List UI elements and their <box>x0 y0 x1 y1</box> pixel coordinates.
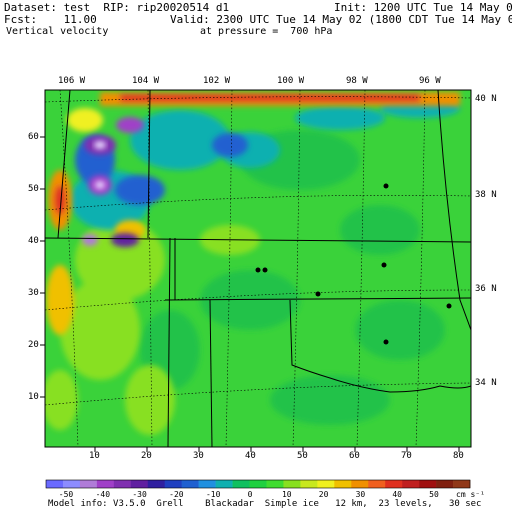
colorbar-label: 30 <box>355 490 366 499</box>
colorbar-frame <box>45 479 471 489</box>
colorbar-swatch <box>62 480 81 488</box>
grid-x-label: 80 <box>453 451 464 461</box>
model-info: Model info: V3.5.0 Grell Blackadar Simpl… <box>48 499 482 509</box>
state-borders <box>45 90 471 447</box>
grid-x-label: 10 <box>89 451 100 461</box>
colorbar-swatch <box>317 480 335 488</box>
lat-label-36n: 36 N <box>475 284 497 294</box>
velocity-field <box>45 90 471 447</box>
grid-x-label: 50 <box>297 451 308 461</box>
colorbar-label: -10 <box>205 490 221 499</box>
colorbar-swatch <box>368 480 386 488</box>
lat-label-40n: 40 N <box>475 94 497 104</box>
lon-label-102w: 102 W <box>203 76 231 86</box>
colorbar <box>45 479 471 489</box>
colorbar-swatch <box>96 480 115 488</box>
colorbar-swatch <box>436 480 454 488</box>
colorbar-swatch <box>334 480 352 488</box>
lon-label-104w: 104 W <box>132 76 160 86</box>
pressure-level: at pressure = 700 hPa <box>200 26 333 37</box>
colorbar-swatch <box>181 480 199 488</box>
grid-x-label: 30 <box>193 451 204 461</box>
grid-y-label: 40 <box>28 236 39 246</box>
lon-label-106w: 106 W <box>58 76 86 86</box>
grid-y-label: 60 <box>28 132 39 142</box>
colorbar-swatch <box>130 480 149 488</box>
colorbar-swatch <box>215 480 233 488</box>
colorbar-swatch <box>46 480 64 488</box>
grid-y-label: 30 <box>28 288 39 298</box>
grid-x-label: 60 <box>349 451 360 461</box>
grid-y-label: 50 <box>28 184 39 194</box>
colorbar-label: -50 <box>58 490 74 499</box>
colorbar-swatch <box>147 480 166 488</box>
colorbar-units: cm s⁻¹ <box>456 490 485 499</box>
colorbar-swatch <box>113 480 132 488</box>
lon-label-98w: 98 W <box>346 76 368 86</box>
station-markers <box>255 183 452 345</box>
colorbar-swatch <box>283 480 301 488</box>
colorbar-swatch <box>419 480 437 488</box>
colorbar-swatch <box>385 480 403 488</box>
field-name: Vertical velocity <box>6 26 109 37</box>
dataset-label: Dataset: test RIP: rip20020514 d1 <box>4 1 230 14</box>
colorbar-swatch <box>351 480 369 488</box>
colorbar-swatch <box>266 480 284 488</box>
lat-label-38n: 38 N <box>475 190 497 200</box>
colorbar-swatch <box>232 480 250 488</box>
lon-label-100w: 100 W <box>277 76 305 86</box>
colorbar-swatch <box>79 480 98 488</box>
grid-x-label: 40 <box>245 451 256 461</box>
colorbar-label: 50 <box>429 490 439 499</box>
colorbar-swatch <box>402 480 420 488</box>
left-ticks <box>40 136 460 452</box>
colorbar-label: 20 <box>318 490 329 499</box>
grid-x-label: 70 <box>401 451 412 461</box>
colorbar-label: 40 <box>392 490 403 499</box>
lon-label-96w: 96 W <box>419 76 441 86</box>
colorbar-swatch <box>198 480 216 488</box>
colorbar-swatch <box>164 480 182 488</box>
grid-x-label: 20 <box>141 451 152 461</box>
lat-lon-grid <box>45 90 471 447</box>
colorbar-label: -20 <box>169 490 184 499</box>
colorbar-label: 10 <box>281 490 292 499</box>
plot-frame <box>44 89 472 448</box>
colorbar-swatch <box>453 480 471 488</box>
forecast-hour: Fcst: 11.00 <box>4 13 97 26</box>
colorbar-swatch <box>249 480 267 488</box>
valid-time: Valid: 2300 UTC Tue 14 May 02 (1800 CDT … <box>170 13 512 26</box>
colorbar-label: 0 <box>247 490 253 499</box>
lat-label-34n: 34 N <box>475 378 497 388</box>
colorbar-label: -30 <box>132 490 147 499</box>
grid-y-label: 10 <box>28 392 39 402</box>
init-time: Init: 1200 UTC Tue 14 May 02 <box>334 1 512 14</box>
colorbar-label: -40 <box>95 490 111 499</box>
colorbar-swatch <box>300 480 318 488</box>
grid-y-label: 20 <box>28 340 39 350</box>
